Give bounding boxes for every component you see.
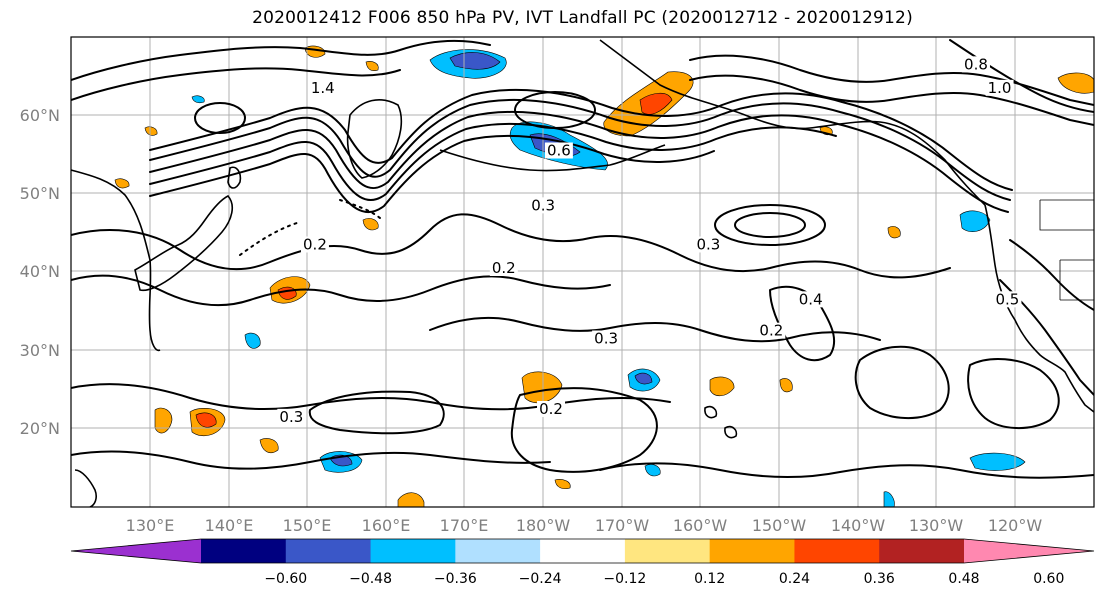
contour-label-background <box>544 142 573 159</box>
colorbar-swatch <box>794 539 880 563</box>
lon-tick-label: 170°E <box>440 516 489 535</box>
plot-frame <box>70 36 1095 508</box>
contour-label-background <box>694 236 723 253</box>
contour-label-background <box>985 79 1014 96</box>
contour-label: 1.4 <box>311 79 335 97</box>
lat-tick-label: 40°N <box>20 262 60 281</box>
plot-area <box>71 37 1094 507</box>
lon-tick-labels: 130°E 140°E 150°E 160°E 170°E 180°W 170°… <box>126 516 1043 535</box>
contour-label: 0.3 <box>279 408 303 426</box>
lon-tick-label: 140°E <box>205 516 254 535</box>
lon-tick-label: 160°W <box>673 516 728 535</box>
contour-label-background <box>537 401 566 417</box>
lon-tick-label: 170°W <box>595 516 650 535</box>
contour-label: 0.4 <box>799 290 823 308</box>
colorbar-tick-label: 0.12 <box>694 571 725 587</box>
colorbar-swatch <box>879 539 965 563</box>
lat-tick-label: 30°N <box>20 341 60 360</box>
contour-label: 1.0 <box>988 79 1012 97</box>
colorbar-swatch <box>624 539 711 563</box>
colorbar-outline <box>70 538 1095 564</box>
lon-tick-label: 130°E <box>126 516 175 535</box>
lon-tick-label: 160°E <box>362 516 411 535</box>
colorbar-swatch <box>285 539 372 563</box>
contour-label: 0.3 <box>594 330 618 348</box>
colorbar: −0.60 −0.48 −0.36 −0.24 −0.12 0.12 0.24 0.36 0.4… <box>70 538 1095 587</box>
contour-label: 0.2 <box>303 236 327 254</box>
colorbar-tick-label: −0.36 <box>434 571 477 587</box>
colorbar-swatch <box>709 539 795 563</box>
map-title: 2020012412 F006 850 hPa PV, IVT Landfall… <box>252 8 913 28</box>
lat-tick-label: 60°N <box>20 106 60 125</box>
contour-label-background <box>961 56 990 73</box>
colorbar-tick-label: 0.24 <box>779 571 810 587</box>
contour-label-background <box>993 291 1022 308</box>
colorbar-tick-label: 0.60 <box>1033 571 1064 587</box>
colorbar-tick-label: 0.48 <box>948 571 979 587</box>
contour-label-background <box>277 408 306 425</box>
lon-tick-label: 130°W <box>909 516 964 535</box>
contour-label: 0.6 <box>547 142 571 160</box>
lon-tick-label: 120°W <box>988 516 1043 535</box>
colorbar-tick-label: −0.48 <box>349 571 392 587</box>
contour-label-background <box>489 260 518 276</box>
lat-tick-label: 50°N <box>20 184 60 203</box>
lat-tick-label: 20°N <box>20 419 60 438</box>
contour-label: 0.8 <box>964 55 988 73</box>
contour-label: 0.2 <box>759 322 783 340</box>
lon-tick-label: 150°E <box>283 516 332 535</box>
colorbar-extend-high <box>964 539 1094 563</box>
contour-label-background <box>592 330 621 347</box>
graticule <box>71 37 1094 507</box>
colorbar-swatch <box>455 539 541 563</box>
contour-label: 0.3 <box>696 236 720 254</box>
contour-label: 0.2 <box>539 400 563 418</box>
lon-tick-label: 150°W <box>752 516 807 535</box>
contour-label-background <box>796 291 825 308</box>
contour-label-background <box>300 236 329 253</box>
colorbar-swatch <box>540 539 626 563</box>
colorbar-tick-label: −0.24 <box>519 571 562 587</box>
lon-tick-label: 180°W <box>516 516 571 535</box>
colorbar-swatch <box>370 539 456 563</box>
pv-contours <box>71 39 1094 479</box>
contour-label-background <box>308 79 337 96</box>
lon-tick-label: 140°W <box>831 516 886 535</box>
colorbar-tick-label: −0.12 <box>603 571 646 587</box>
colorbar-swatch <box>201 539 287 563</box>
colorbar-tick-label: −0.60 <box>264 571 307 587</box>
contour-labels: 0.2 0.2 0.2 0.3 0.3 0.3 0.3 0.4 0.5 0.6 0.81.0 1.4 0… <box>277 55 1022 426</box>
contour-label: 0.5 <box>996 290 1020 308</box>
lat-tick-labels: 20°N 30°N 40°N 50°N 60°N <box>20 106 60 438</box>
contour-label: 0.3 <box>531 196 555 214</box>
colorbar-extend-low <box>71 539 201 563</box>
contour-label: 0.2 <box>492 259 516 277</box>
contour-label-background <box>529 197 558 214</box>
contour-label-background <box>757 322 786 339</box>
colorbar-tick-label: 0.36 <box>864 571 895 587</box>
